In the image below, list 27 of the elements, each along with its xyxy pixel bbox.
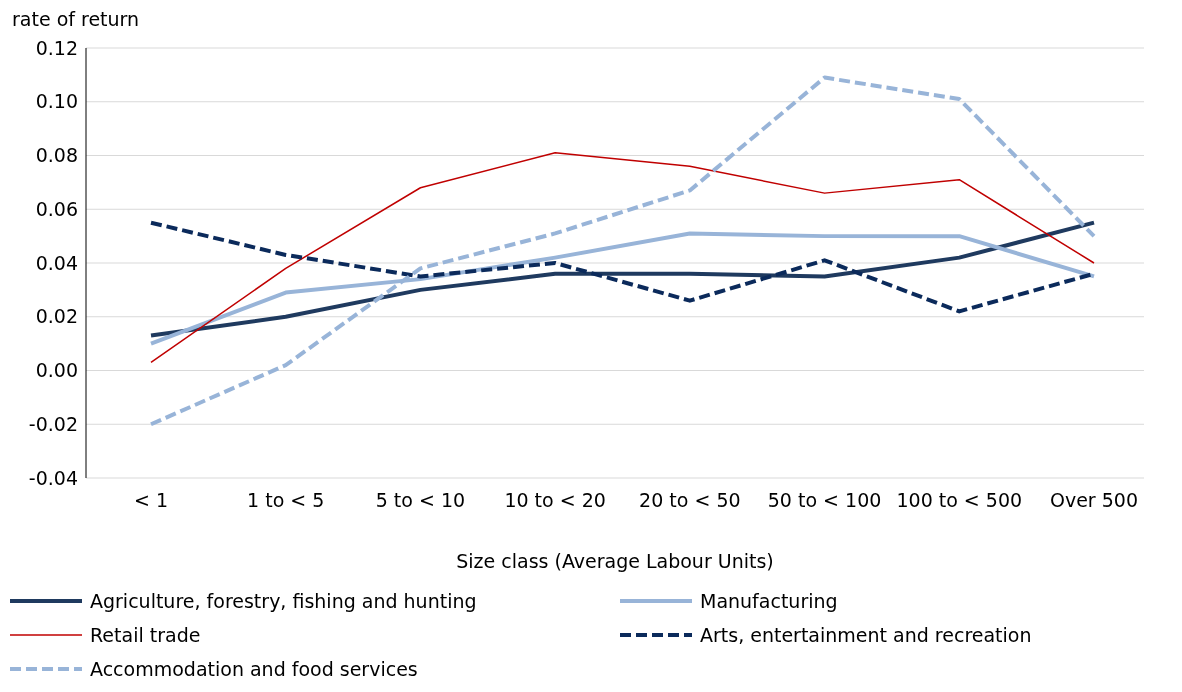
x-tick-label: < 1 [133, 489, 169, 512]
y-tick-label: -0.02 [28, 412, 78, 435]
y-axis-title: rate of return [11, 8, 141, 32]
x-tick-label: Over 500 [1049, 489, 1139, 512]
line-series [149, 220, 1096, 338]
legend-label: Arts, entertainment and recreation [700, 624, 1032, 646]
y-tick-label: 0.00 [35, 359, 78, 382]
y-tick-label: -0.04 [28, 466, 78, 489]
line-series [150, 152, 1095, 364]
legend-label: Accommodation and food services [90, 658, 418, 680]
legend-label: Agriculture, forestry, fishing and hunting [90, 590, 477, 612]
y-tick-label: 0.12 [35, 36, 78, 59]
y-tick-label: 0.10 [35, 90, 78, 113]
x-tick-label: 100 to < 500 [896, 489, 1023, 512]
legend-label: Retail trade [90, 624, 201, 646]
x-tick-label: 10 to < 20 [504, 489, 606, 512]
x-tick-label: 1 to < 5 [247, 489, 325, 512]
line-series [149, 75, 1096, 427]
y-tick-label: 0.06 [35, 197, 78, 220]
y-tick-label: 0.08 [35, 144, 78, 167]
x-tick-label: 20 to < 50 [639, 489, 741, 512]
y-tick-label: 0.04 [35, 251, 78, 274]
x-axis-title: Size class (Average Labour Units) [456, 550, 774, 572]
x-tick-label: 5 to < 10 [375, 489, 466, 512]
y-tick-label: 0.02 [35, 305, 78, 328]
legend-label: Manufacturing [700, 590, 838, 612]
x-tick-label: 50 to < 100 [767, 489, 882, 512]
